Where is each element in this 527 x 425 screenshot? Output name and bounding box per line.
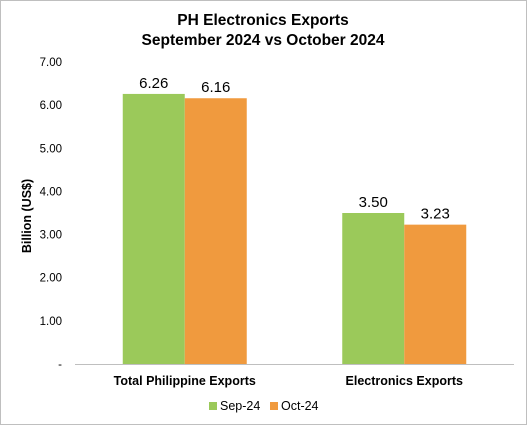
bar-sep-24 [122,93,185,364]
plot-area: - 1.00 2.00 3.00 4.00 5.00 6.00 7.00 6.26 3.50 6.1… [40,57,514,388]
chart-title-line-1: PH Electronics Exports [177,12,348,29]
data-label: 6.26 [139,75,168,92]
x-category-label: Electronics Exports [346,374,463,388]
y-tick-label: 2.00 [40,273,62,285]
x-category-label: Total Philippine Exports [114,374,256,388]
y-tick-label: 5.00 [40,143,62,155]
bar-sep-24 [342,213,405,364]
y-tick-label: 3.00 [40,230,62,242]
y-axis-label: Billion (US$) [20,179,34,253]
data-label: 6.16 [201,79,230,96]
y-tick-label: 6.00 [40,100,62,112]
data-label: 3.23 [421,206,450,223]
legend-swatch-oct-24 [270,402,278,410]
data-label: 3.50 [359,194,388,211]
y-tick-label: 7.00 [40,57,62,69]
legend-swatch-sep-24 [209,402,217,410]
bar-oct-24 [404,224,467,364]
y-tick-label: 4.00 [40,186,62,198]
legend-entry: Oct-24 [281,399,319,413]
legend-entry: Sep-24 [220,399,260,413]
chart-title-line-2: September 2024 vs October 2024 [142,32,385,49]
bar-oct-24 [184,98,247,365]
legend: Sep-24 Oct-24 [209,399,319,413]
y-tick-label: 1.00 [40,316,62,328]
y-tick-label: - [58,359,62,371]
